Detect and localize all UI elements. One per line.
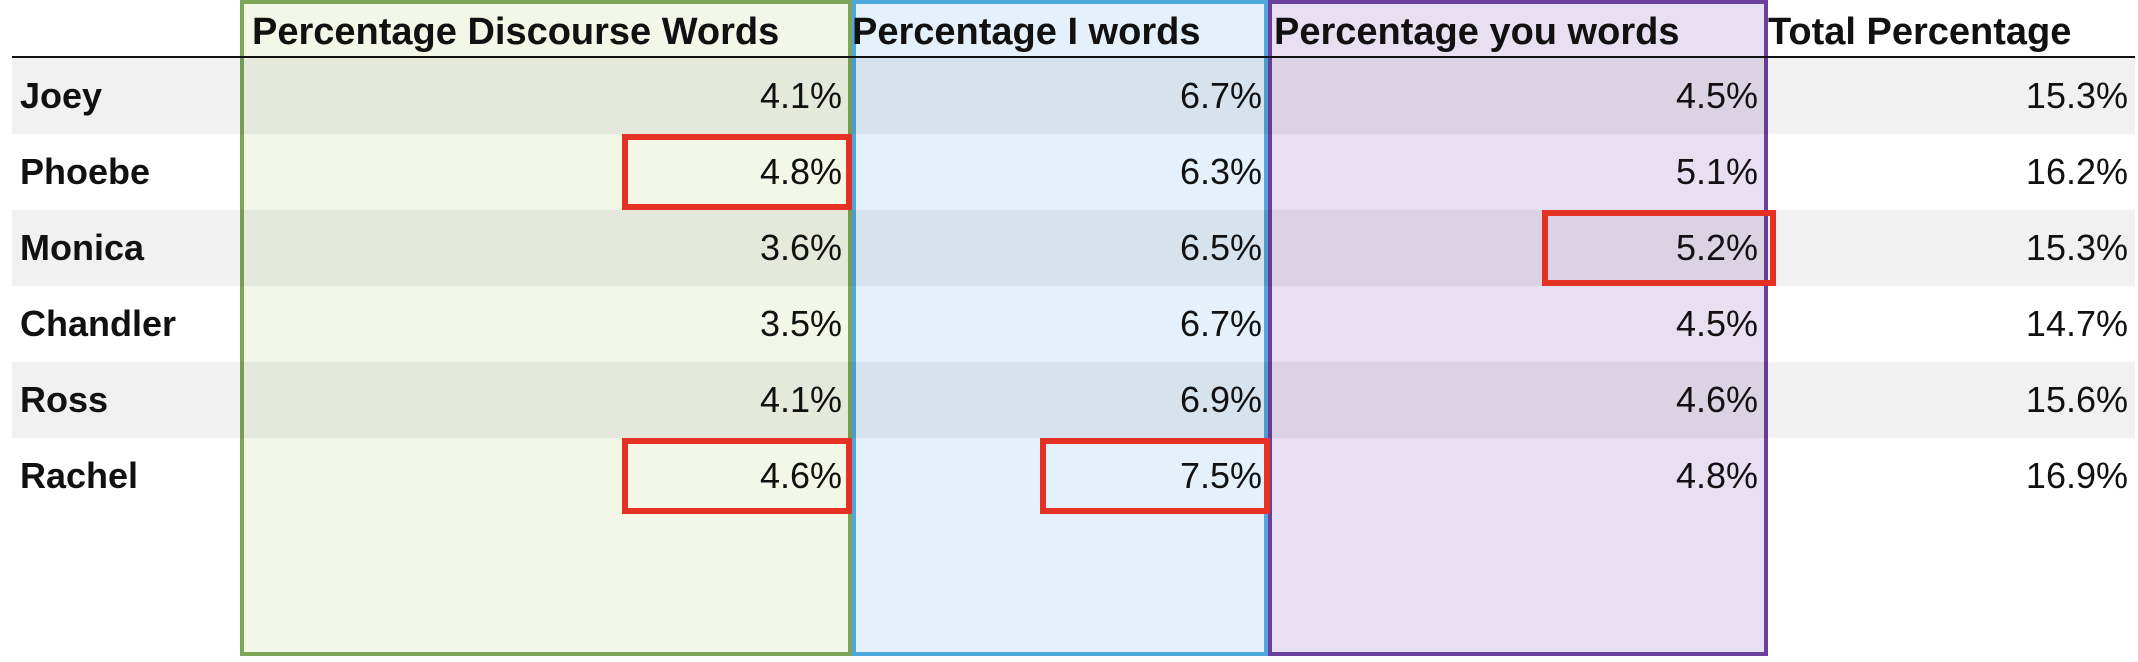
cell-joey-discourse: 4.1% xyxy=(759,75,842,116)
column-band-i xyxy=(852,0,1268,656)
cell-ross-i: 6.9% xyxy=(1179,379,1262,420)
row-stripe xyxy=(12,210,2135,286)
cell-rachel-discourse: 4.6% xyxy=(759,455,842,496)
column-header-you: Percentage you words xyxy=(1274,11,1680,53)
cell-chandler-you: 4.5% xyxy=(1675,303,1758,344)
cell-monica-discourse: 3.6% xyxy=(759,227,842,268)
column-band-discourse xyxy=(240,0,852,656)
row-label-ross: Ross xyxy=(20,379,109,420)
column-header-discourse: Percentage Discourse Words xyxy=(252,11,780,53)
cell-ross-total: 15.6% xyxy=(2025,379,2128,420)
column-band-you xyxy=(1268,0,1768,656)
cell-chandler-i: 6.7% xyxy=(1179,303,1262,344)
header-divider xyxy=(12,56,2135,58)
cell-chandler-total: 14.7% xyxy=(2025,303,2128,344)
cell-rachel-total: 16.9% xyxy=(2025,455,2128,496)
cell-joey-you: 4.5% xyxy=(1675,75,1758,116)
row-label-rachel: Rachel xyxy=(20,455,139,496)
cell-ross-you: 4.6% xyxy=(1675,379,1758,420)
row-stripe xyxy=(12,362,2135,438)
cell-phoebe-i: 6.3% xyxy=(1179,151,1262,192)
column-header-total: Total Percentage xyxy=(1768,11,2072,53)
cell-phoebe-you: 5.1% xyxy=(1675,151,1758,192)
cell-rachel-i: 7.5% xyxy=(1179,455,1262,496)
cell-phoebe-discourse: 4.8% xyxy=(759,151,842,192)
row-stripe xyxy=(12,58,2135,134)
cell-monica-you: 5.2% xyxy=(1675,227,1758,268)
cell-monica-total: 15.3% xyxy=(2025,227,2128,268)
cell-ross-discourse: 4.1% xyxy=(759,379,842,420)
cell-chandler-discourse: 3.5% xyxy=(759,303,842,344)
row-label-chandler: Chandler xyxy=(20,303,177,344)
cell-phoebe-total: 16.2% xyxy=(2025,151,2128,192)
cell-joey-total: 15.3% xyxy=(2025,75,2128,116)
cell-rachel-you: 4.8% xyxy=(1675,455,1758,496)
column-header-i: Percentage I words xyxy=(852,11,1201,53)
cell-monica-i: 6.5% xyxy=(1179,227,1262,268)
row-label-joey: Joey xyxy=(20,75,103,116)
row-label-monica: Monica xyxy=(20,227,145,268)
cell-joey-i: 6.7% xyxy=(1179,75,1262,116)
row-label-phoebe: Phoebe xyxy=(20,151,151,192)
